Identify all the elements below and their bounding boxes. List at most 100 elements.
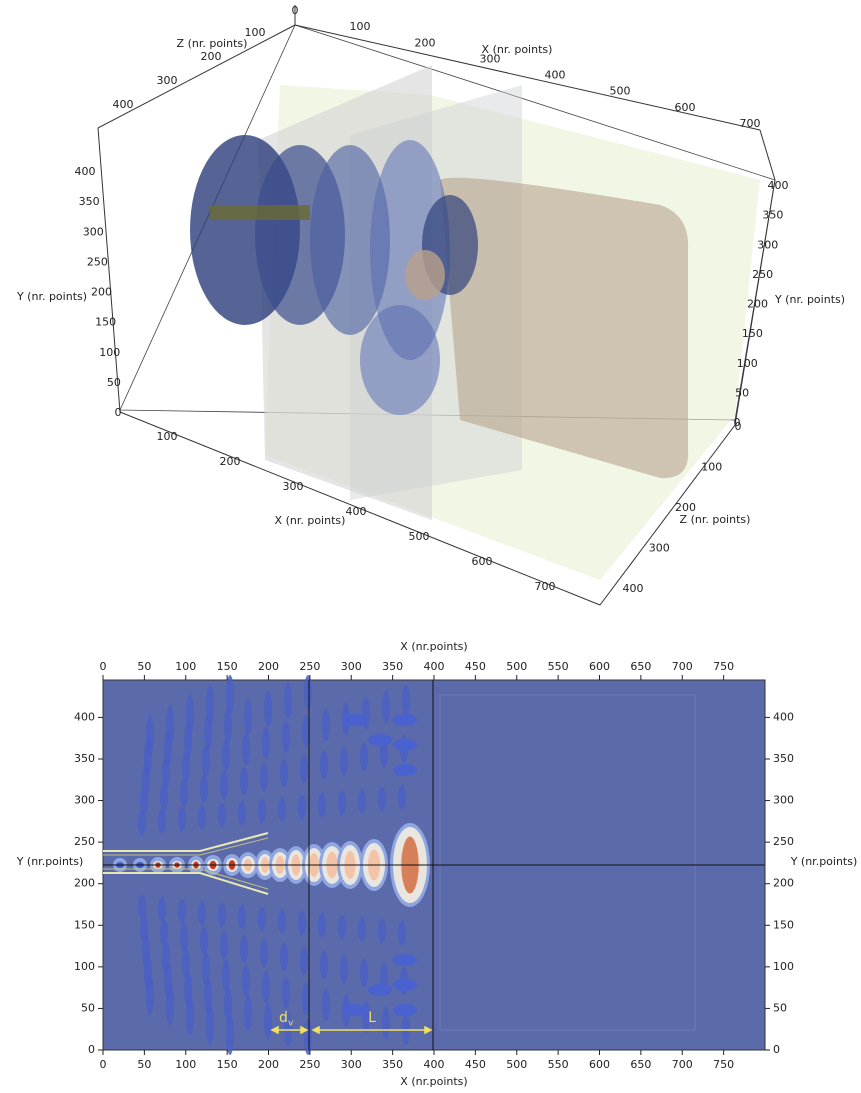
field-blob <box>262 971 270 1003</box>
tick-label: 300 <box>480 52 501 65</box>
field-blob <box>264 691 272 727</box>
x-tick-label: 700 <box>672 1058 693 1071</box>
x-tick-label: 650 <box>630 660 651 673</box>
x-tick-label: 500 <box>506 660 527 673</box>
wave-surface <box>370 140 450 360</box>
field-blob <box>218 803 226 827</box>
field-blob <box>393 979 417 991</box>
x-tick-label: 100 <box>175 1058 196 1071</box>
x-tick-label: 550 <box>548 1058 569 1071</box>
field-blob <box>322 709 330 741</box>
annotation: v <box>288 1019 294 1029</box>
field-blob <box>280 759 288 787</box>
field-blob <box>393 954 417 966</box>
axis-label: Y (nr. points) <box>774 293 845 306</box>
axis-label: X (nr.points) <box>400 640 467 653</box>
field-blob <box>284 1011 292 1047</box>
field-blob <box>340 955 348 983</box>
y-tick-label: 50 <box>81 1001 95 1014</box>
field-blob <box>320 951 328 979</box>
tick-label: 400 <box>346 505 367 518</box>
field-blob <box>264 1003 272 1039</box>
x-tick-label: 450 <box>465 660 486 673</box>
tick-label: 600 <box>472 555 493 568</box>
field-blob <box>200 927 208 955</box>
tick-label: 200 <box>747 298 768 311</box>
x-tick-label: 200 <box>258 660 279 673</box>
axis-label: Y (nr. points) <box>16 290 87 303</box>
y-tick-label: 50 <box>773 1001 787 1014</box>
tick-label: 0 <box>735 420 742 433</box>
tick-label: 200 <box>91 286 112 299</box>
field-blob <box>280 943 288 971</box>
field-blob <box>226 675 234 715</box>
field-blob <box>302 715 310 747</box>
field-blob <box>318 913 326 937</box>
tick-label: 400 <box>623 582 644 595</box>
field-blob <box>180 923 188 951</box>
field-blob <box>166 705 174 745</box>
y-tick-label: 200 <box>773 877 794 890</box>
field-blob <box>382 1007 390 1039</box>
tick-label: 500 <box>610 85 631 98</box>
tick-label: 250 <box>87 255 108 268</box>
field-blobs <box>113 675 430 1055</box>
y-tick-label: 400 <box>773 710 794 723</box>
field-blob <box>382 691 390 723</box>
y-tick-label: 100 <box>74 960 95 973</box>
region <box>440 177 689 479</box>
field-blob <box>240 767 248 795</box>
field-blob <box>320 751 328 779</box>
field-blob <box>244 995 252 1031</box>
axis-line <box>119 411 601 606</box>
x-tick-label: 250 <box>299 660 320 673</box>
field-blob <box>298 795 306 819</box>
field-blob <box>224 987 232 1023</box>
region-outline <box>439 694 696 1031</box>
tick-label: 400 <box>545 69 566 82</box>
tick-label: 200 <box>415 36 436 49</box>
field-blob <box>222 959 230 991</box>
field-blob <box>224 707 232 743</box>
x-tick-label: 750 <box>713 1058 734 1071</box>
field-blob <box>393 764 417 776</box>
y-tick-label: 150 <box>74 918 95 931</box>
field-blob <box>220 771 228 799</box>
annotation: L <box>368 1010 376 1026</box>
tick-label: 400 <box>113 98 134 111</box>
x-tick-label: 750 <box>713 660 734 673</box>
field-blob <box>380 739 388 767</box>
tick-label: 350 <box>762 209 783 222</box>
field-blob <box>200 775 208 803</box>
tick-label: 100 <box>245 26 266 39</box>
x-tick-label: 300 <box>341 660 362 673</box>
x-tick-label: 550 <box>548 660 569 673</box>
field-blob <box>402 1013 410 1045</box>
tick-label: 400 <box>768 179 789 192</box>
field-blob <box>300 947 308 975</box>
field-blob <box>260 763 268 791</box>
field-blob <box>202 953 210 985</box>
field-blob <box>262 727 270 759</box>
field-blob <box>322 989 330 1021</box>
field-blob <box>343 1004 367 1016</box>
wave-surface <box>405 250 445 300</box>
field-blob <box>158 809 166 833</box>
x-tick-label: 600 <box>589 660 610 673</box>
y-tick-label: 250 <box>74 835 95 848</box>
tick-label: 0 <box>115 406 122 419</box>
x-tick-label: 0 <box>100 1058 107 1071</box>
field-blob <box>198 901 206 925</box>
field-blob <box>393 739 417 751</box>
field-blob <box>393 714 417 726</box>
field-blob <box>304 1019 312 1055</box>
tick-label: 150 <box>95 316 116 329</box>
field-blob <box>282 721 290 753</box>
x-tick-label: 350 <box>382 1058 403 1071</box>
field-blob <box>318 793 326 817</box>
tick-label: 200 <box>220 455 241 468</box>
field-blob <box>242 733 250 765</box>
x-tick-label: 400 <box>424 660 445 673</box>
tick-label: 50 <box>107 376 121 389</box>
waveguide <box>210 205 310 220</box>
